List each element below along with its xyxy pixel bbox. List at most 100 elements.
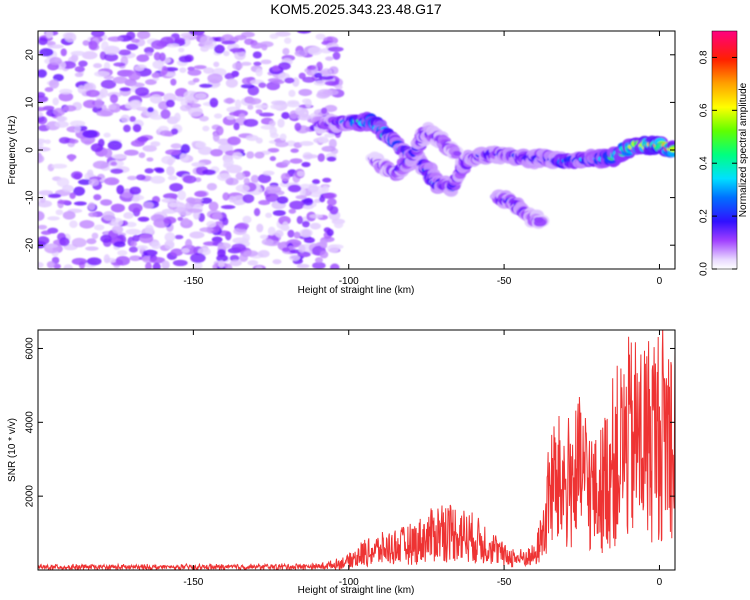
snr-panel: -150 -100 -50 0 2000 4000 6000 Height of stra… — [7, 329, 676, 596]
noise-blob — [136, 174, 146, 181]
noise-blob — [223, 50, 230, 57]
noise-blob — [151, 39, 166, 50]
noise-blob — [290, 148, 299, 153]
noise-blob — [194, 191, 207, 198]
noise-blob — [187, 69, 202, 76]
noise-blob — [100, 234, 112, 243]
noise-blob — [38, 236, 50, 245]
noise-blob — [265, 185, 282, 194]
noise-blob — [134, 65, 145, 72]
ridge-blob — [533, 216, 544, 223]
snr-frame — [37, 329, 676, 571]
noise-blob — [210, 148, 223, 157]
noise-blob — [276, 196, 289, 204]
noise-blob — [132, 123, 142, 133]
noise-blob — [307, 185, 319, 193]
noise-blob — [126, 31, 136, 41]
noise-blob — [322, 89, 339, 96]
noise-blob — [286, 101, 301, 108]
noise-blob — [115, 255, 130, 266]
noise-blob — [324, 104, 338, 113]
noise-blob — [54, 120, 69, 128]
noise-blob — [57, 199, 72, 205]
noise-blob — [254, 151, 265, 159]
noise-blob — [187, 208, 203, 213]
noise-blob — [307, 46, 323, 56]
noise-blob — [93, 194, 102, 201]
x-tick-label: -50 — [497, 276, 512, 287]
snr-x-ticks: -150 -100 -50 0 — [183, 330, 663, 588]
noise-blob — [272, 79, 285, 85]
noise-blob — [296, 263, 310, 269]
noise-blob — [38, 115, 48, 125]
noise-blob — [161, 155, 176, 165]
noise-blob — [272, 210, 286, 217]
noise-blob — [320, 107, 328, 115]
noise-blob — [127, 175, 138, 181]
noise-blob — [259, 234, 269, 239]
noise-blob — [161, 260, 170, 269]
noise-blob — [206, 182, 218, 191]
noise-blob — [94, 71, 110, 77]
noise-blob — [281, 159, 291, 166]
noise-blob — [269, 156, 277, 162]
noise-blob — [150, 175, 166, 184]
noise-blob — [297, 113, 312, 121]
noise-blob — [303, 237, 315, 244]
noise-blob — [77, 179, 93, 185]
noise-blob — [267, 226, 276, 236]
noise-blob — [327, 46, 344, 52]
noise-blob — [93, 224, 105, 231]
noise-blob — [144, 224, 154, 235]
spectrogram-y-ticks: 20 10 0 -10 -20 — [25, 49, 675, 252]
noise-blob — [107, 36, 124, 42]
snr-series-line — [38, 330, 675, 570]
noise-blob — [242, 233, 251, 243]
x-tick-label: -100 — [339, 276, 359, 287]
noise-blob — [116, 184, 125, 195]
noise-blob — [277, 118, 285, 128]
noise-blob — [302, 204, 314, 210]
noise-blob — [85, 89, 100, 98]
noise-blob — [303, 154, 319, 159]
noise-blob — [112, 76, 128, 84]
noise-blob — [146, 157, 154, 162]
noise-blob — [326, 244, 340, 253]
noise-blob — [200, 45, 209, 52]
noise-blob — [73, 201, 87, 206]
noise-blob — [103, 132, 111, 138]
noise-blob — [243, 118, 259, 127]
noise-blob — [302, 76, 316, 83]
noise-blob — [312, 261, 326, 269]
noise-blob — [142, 201, 154, 209]
snr-y-ticks: 2000 4000 6000 — [25, 337, 675, 507]
noise-blob — [240, 84, 255, 89]
noise-blob — [56, 177, 70, 188]
noise-blob — [299, 141, 314, 147]
noise-blob — [215, 125, 224, 136]
x-tick-label: 0 — [657, 577, 663, 588]
noise-blob — [206, 220, 217, 228]
noise-blob — [270, 104, 282, 110]
noise-blob — [261, 238, 274, 246]
noise-blob — [130, 240, 137, 247]
noise-blob — [260, 125, 275, 130]
noise-blob — [328, 138, 337, 149]
noise-blob — [298, 244, 306, 253]
noise-blob — [282, 247, 290, 252]
noise-blob — [38, 37, 48, 46]
noise-blob — [326, 156, 337, 162]
noise-blob — [161, 198, 176, 203]
noise-blob — [284, 37, 292, 44]
noise-blob — [326, 198, 337, 206]
noise-blob — [63, 105, 77, 112]
noise-blob — [275, 31, 291, 37]
noise-blob — [82, 40, 90, 46]
noise-blob — [138, 152, 146, 159]
noise-blob — [192, 77, 200, 83]
noise-blob — [265, 193, 279, 203]
noise-blob — [302, 98, 311, 104]
noise-blob — [326, 204, 334, 211]
noise-blob — [110, 168, 124, 174]
y-tick-label: 4000 — [25, 411, 36, 434]
